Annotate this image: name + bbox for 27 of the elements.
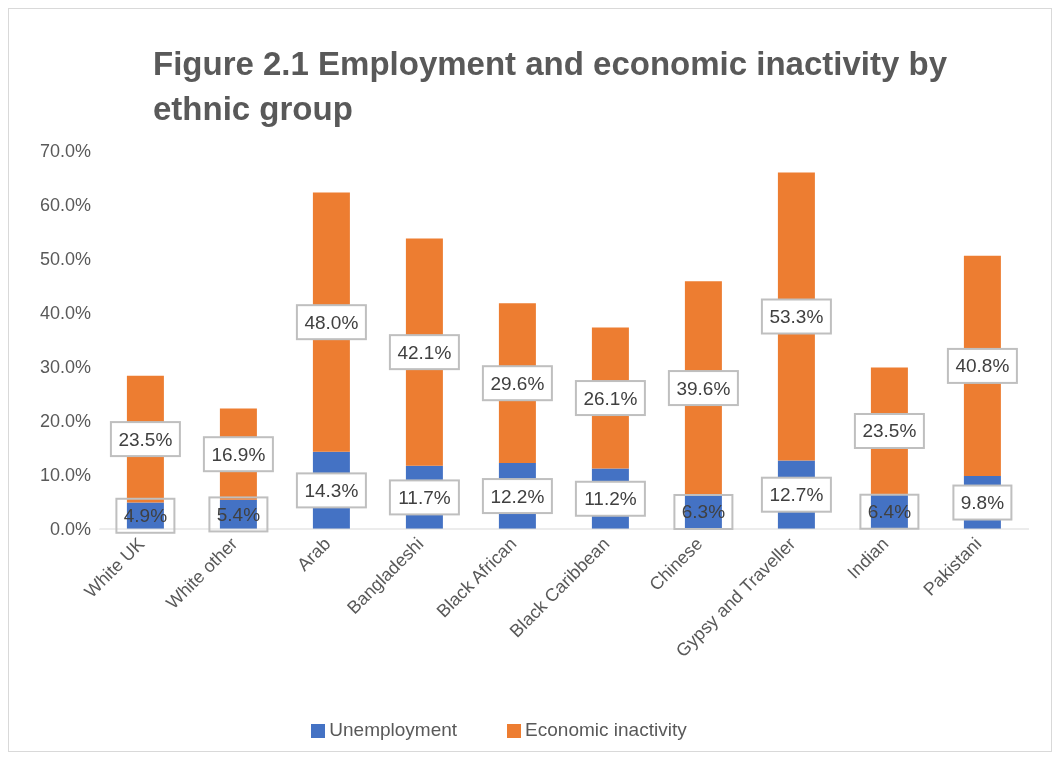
data-label: 9.8% [960,492,1005,514]
data-label: 39.6% [676,377,731,399]
data-label: 23.5% [862,420,917,442]
y-tick-label: 50.0% [39,249,91,270]
data-label: 53.3% [769,306,824,328]
chart-title: Figure 2.1 Employment and economic inactivity by ethnic group [152,44,949,129]
data-label: 11.2% [584,488,637,510]
data-label: 23.5% [118,428,173,450]
y-tick-label: 60.0% [39,195,91,216]
legend-label: Economic inactivity [525,719,687,740]
data-label: 16.9% [211,443,266,465]
data-label: 29.6% [490,372,545,394]
y-tick-label: 20.0% [39,411,91,432]
y-tick-label: 10.0% [39,465,91,486]
data-label: 12.7% [769,484,824,506]
data-label: 40.8% [955,355,1010,377]
y-tick-label: 0.0% [49,519,91,540]
data-label: 11.7% [398,486,451,508]
data-label: 26.1% [583,387,638,409]
y-tick-label: 30.0% [39,357,91,378]
data-label: 14.3% [304,479,359,501]
y-tick-label: 40.0% [39,303,91,324]
data-label: 12.2% [490,485,545,507]
y-tick-label: 70.0% [39,141,91,162]
data-label: 42.1% [397,341,452,363]
data-label: 48.0% [304,311,359,333]
legend-label: Unemployment [329,719,458,740]
